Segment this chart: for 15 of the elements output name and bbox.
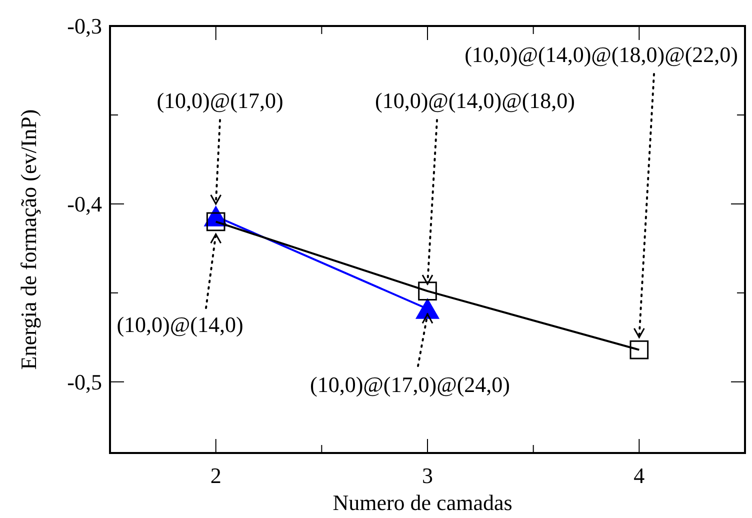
annotation: (10,0)@(14,0)@(18,0)@(22,0) — [464, 42, 738, 67]
x-tick-label: 4 — [634, 463, 645, 488]
x-axis-title: Numero de camadas — [332, 490, 512, 515]
x-tick-label: 2 — [210, 463, 222, 488]
annotation: (10,0)@(17,0)@(24,0) — [310, 372, 510, 397]
annotation: (10,0)@(17,0) — [156, 88, 284, 113]
point — [418, 282, 437, 301]
x-tick-label: 3 — [422, 463, 433, 488]
point — [630, 340, 649, 360]
annotation: (10,0)@(14,0)@(18,0) — [375, 88, 575, 113]
y-tick-label: -0,3 — [67, 14, 102, 39]
annotation: (10,0)@(14,0) — [116, 312, 244, 337]
y-axis-title: Energia de formação (ev/InP) — [16, 109, 41, 370]
y-tick-label: -0,4 — [67, 192, 102, 217]
y-tick-label: -0,5 — [67, 370, 102, 395]
